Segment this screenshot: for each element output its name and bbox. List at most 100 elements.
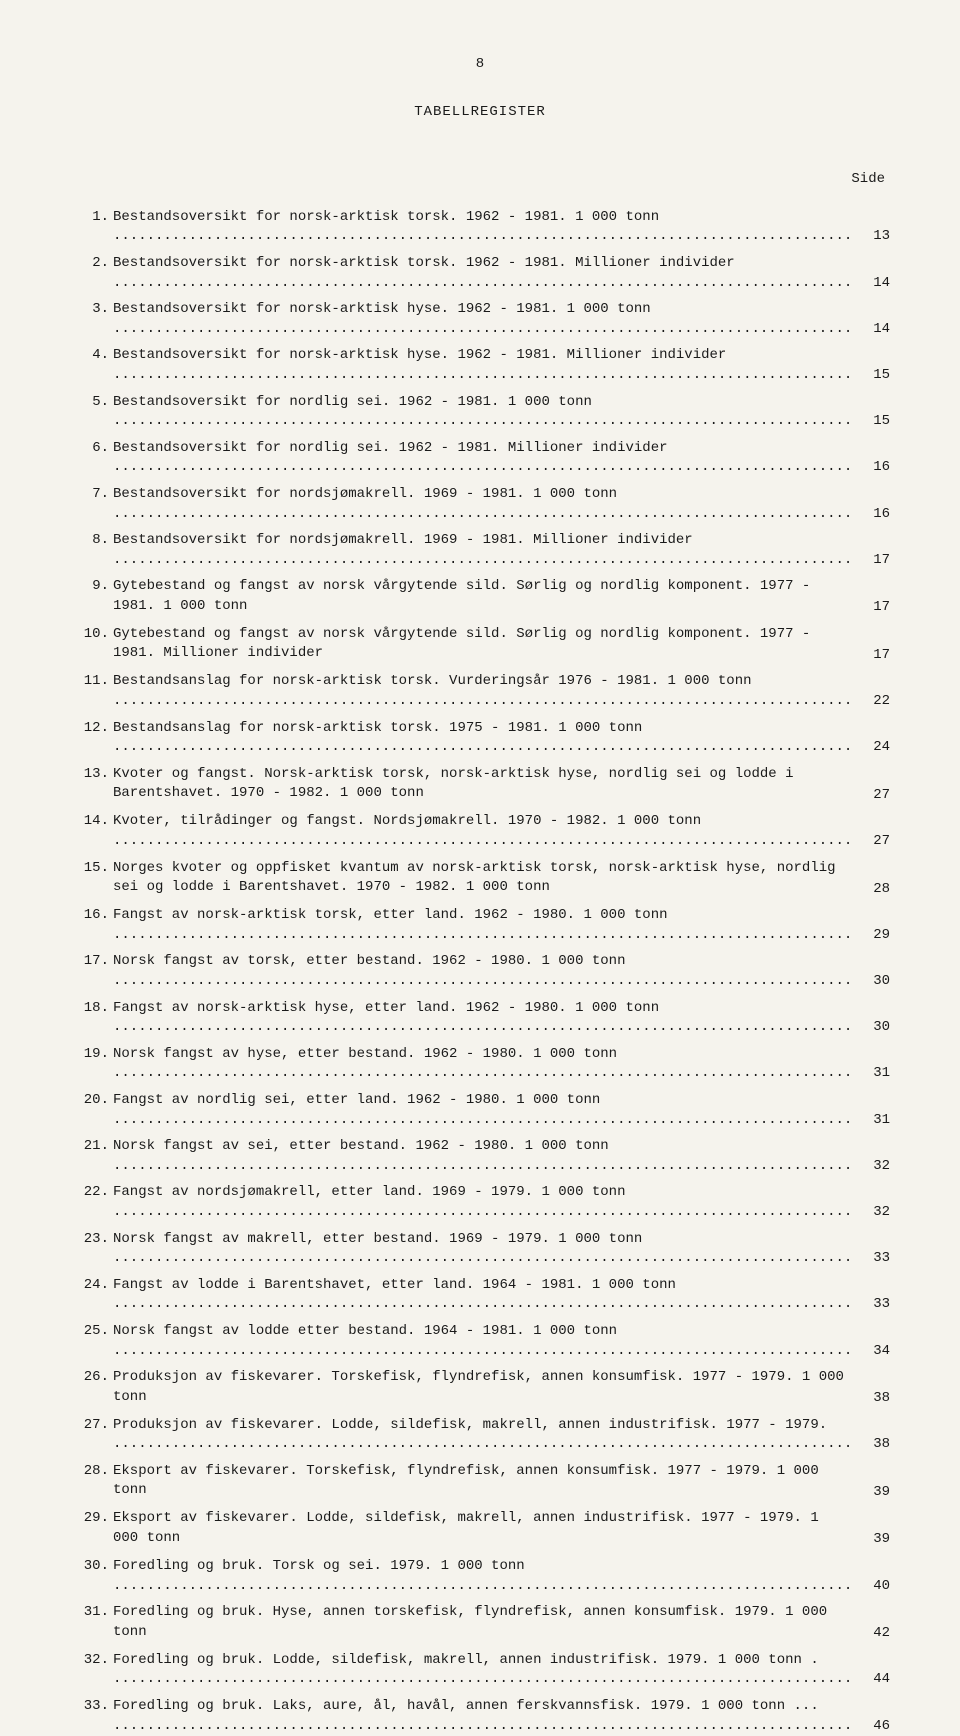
toc-entry-text-wrap: Norsk fangst av sei, etter bestand. 1962… [113,1137,850,1176]
toc-entry-text-wrap: Eksport av fiskevarer. Lodde, sildefisk,… [113,1509,850,1550]
toc-entry-body: Fangst av norsk-arktisk hyse, etter land… [113,999,890,1038]
toc-entry-text: Gytebestand og fangst av norsk vårgytend… [113,578,810,614]
toc-entry-page: 34 [850,1342,890,1362]
toc-leader-dots: ........................................… [113,1671,850,1687]
toc-entry-page: 32 [850,1157,890,1177]
toc-entry-text: Norsk fangst av sei, etter bestand. 1962… [113,1138,609,1154]
toc-leader-dots: ........................................… [113,1578,850,1594]
toc-leader-dots: ........................................… [113,1019,850,1035]
toc-entry: 6.Bestandsoversikt for nordlig sei. 1962… [75,439,890,478]
toc-entry-body: Norges kvoter og oppfisket kvantum av no… [113,859,890,900]
toc-entry-body: Norsk fangst av sei, etter bestand. 1962… [113,1137,890,1176]
toc-entry-text-wrap: Foredling og bruk. Laks, aure, ål, havål… [113,1697,850,1736]
toc-entry-page: 22 [850,692,890,712]
toc-entry-text: Eksport av fiskevarer. Torskefisk, flynd… [113,1463,819,1499]
toc-entry-body: Bestandsoversikt for nordsjømakrell. 196… [113,485,890,524]
toc-entry-number: 5. [75,393,113,413]
toc-entry-text: Bestandsoversikt for norsk-arktisk torsk… [113,255,735,271]
toc-entry-text-wrap: Norsk fangst av makrell, etter bestand. … [113,1230,850,1269]
toc-entry-number: 19. [75,1045,113,1065]
toc-entry: 1.Bestandsoversikt for norsk-arktisk tor… [75,208,890,247]
toc-entry-text: Foredling og bruk. Lodde, sildefisk, mak… [113,1652,819,1668]
toc-entry: 4.Bestandsoversikt for norsk-arktisk hys… [75,346,890,385]
toc-entry-text: Kvoter, tilrådinger og fangst. Nordsjøma… [113,813,701,829]
toc-entry: 8.Bestandsoversikt for nordsjømakrell. 1… [75,531,890,570]
toc-entry-text-wrap: Norsk fangst av torsk, etter bestand. 19… [113,952,850,991]
toc-entry-text-wrap: Foredling og bruk. Torsk og sei. 1979. 1… [113,1557,850,1596]
toc-entry-text: Bestandsanslag for norsk-arktisk torsk. … [113,720,642,736]
toc-entry-body: Bestandsoversikt for nordsjømakrell. 196… [113,531,890,570]
toc-entry-number: 29. [75,1509,113,1529]
toc-leader-dots: ........................................… [113,1204,850,1220]
toc-entry-text: Kvoter og fangst. Norsk-arktisk torsk, n… [113,766,794,802]
toc-entry-number: 4. [75,346,113,366]
toc-entry: 5.Bestandsoversikt for nordlig sei. 1962… [75,393,890,432]
toc-entry-page: 14 [850,274,890,294]
toc-entry-number: 28. [75,1462,113,1482]
toc-entry-body: Bestandsanslag for norsk-arktisk torsk. … [113,672,890,711]
toc-entry-page: 39 [850,1483,890,1503]
toc-entry: 30.Foredling og bruk. Torsk og sei. 1979… [75,1557,890,1596]
toc-entry-text-wrap: Norges kvoter og oppfisket kvantum av no… [113,859,850,900]
toc-leader-dots: ........................................… [113,973,850,989]
toc-entry-number: 12. [75,719,113,739]
toc-entry-body: Norsk fangst av makrell, etter bestand. … [113,1230,890,1269]
page-title: TABELLREGISTER [70,103,890,123]
toc-entry: 33.Foredling og bruk. Laks, aure, ål, ha… [75,1697,890,1736]
toc-leader-dots: ........................................… [113,552,850,568]
toc-entry-page: 17 [850,551,890,571]
toc-entry-text: Bestandsoversikt for norsk-arktisk hyse.… [113,347,726,363]
toc-entry-text-wrap: Foredling og bruk. Lodde, sildefisk, mak… [113,1651,850,1690]
toc-entry-number: 22. [75,1183,113,1203]
toc-entry-number: 26. [75,1368,113,1388]
toc-entry-number: 33. [75,1697,113,1717]
toc-entry-page: 17 [850,646,890,666]
toc-entry: 16.Fangst av norsk-arktisk torsk, etter … [75,906,890,945]
toc-entry-number: 11. [75,672,113,692]
toc-entry-number: 10. [75,625,113,645]
toc-entry-text: Bestandsanslag for norsk-arktisk torsk. … [113,673,752,689]
toc-entry-text-wrap: Kvoter og fangst. Norsk-arktisk torsk, n… [113,765,850,806]
toc-entry: 3.Bestandsoversikt for norsk-arktisk hys… [75,300,890,339]
toc-entry-text: Produksjon av fiskevarer. Torskefisk, fl… [113,1369,844,1405]
toc-entry-page: 16 [850,505,890,525]
toc-entry: 14.Kvoter, tilrådinger og fangst. Nordsj… [75,812,890,851]
toc-leader-dots: ........................................… [113,275,850,291]
toc-entry-body: Bestandsoversikt for norsk-arktisk torsk… [113,254,890,293]
toc-entry: 29.Eksport av fiskevarer. Lodde, sildefi… [75,1509,890,1550]
toc-entry-number: 20. [75,1091,113,1111]
toc-entry-number: 31. [75,1603,113,1623]
toc-leader-dots: ........................................… [113,367,850,383]
toc-leader-dots: ........................................… [113,1250,850,1266]
toc-entry-text: Bestandsoversikt for nordsjømakrell. 196… [113,486,617,502]
toc-leader-dots: ........................................… [113,693,850,709]
toc-entry-number: 6. [75,439,113,459]
toc-entry-text-wrap: Bestandsoversikt for nordsjømakrell. 196… [113,531,850,570]
toc-entry-text-wrap: Norsk fangst av lodde etter bestand. 196… [113,1322,850,1361]
toc-entry-page: 40 [850,1577,890,1597]
toc-entry-number: 32. [75,1651,113,1671]
toc-entry-page: 33 [850,1249,890,1269]
toc-leader-dots: ........................................… [113,1718,850,1734]
toc-entry-page: 27 [850,786,890,806]
toc-entry-page: 39 [850,1530,890,1550]
toc-entry: 12.Bestandsanslag for norsk-arktisk tors… [75,719,890,758]
toc-entry: 11.Bestandsanslag for norsk-arktisk tors… [75,672,890,711]
toc-entry-text-wrap: Bestandsanslag for norsk-arktisk torsk. … [113,672,850,711]
toc-entry: 28.Eksport av fiskevarer. Torskefisk, fl… [75,1462,890,1503]
toc-entry-text-wrap: Fangst av lodde i Barentshavet, etter la… [113,1276,850,1315]
toc-entry-page: 29 [850,926,890,946]
toc-entry-text: Bestandsoversikt for nordsjømakrell. 196… [113,532,693,548]
toc-entry-page: 31 [850,1111,890,1131]
toc-entry-number: 9. [75,577,113,597]
toc-entry-page: 14 [850,320,890,340]
toc-entry-body: Kvoter, tilrådinger og fangst. Nordsjøma… [113,812,890,851]
toc-entry-number: 21. [75,1137,113,1157]
toc-entry-text: Norsk fangst av hyse, etter bestand. 196… [113,1046,617,1062]
toc-leader-dots: ........................................… [113,1112,850,1128]
toc-entry-text-wrap: Fangst av norsk-arktisk hyse, etter land… [113,999,850,1038]
toc-entry: 17.Norsk fangst av torsk, etter bestand.… [75,952,890,991]
toc-entry-body: Fangst av norsk-arktisk torsk, etter lan… [113,906,890,945]
toc-entry-text: Fangst av nordlig sei, etter land. 1962 … [113,1092,600,1108]
toc-entry-page: 30 [850,1018,890,1038]
